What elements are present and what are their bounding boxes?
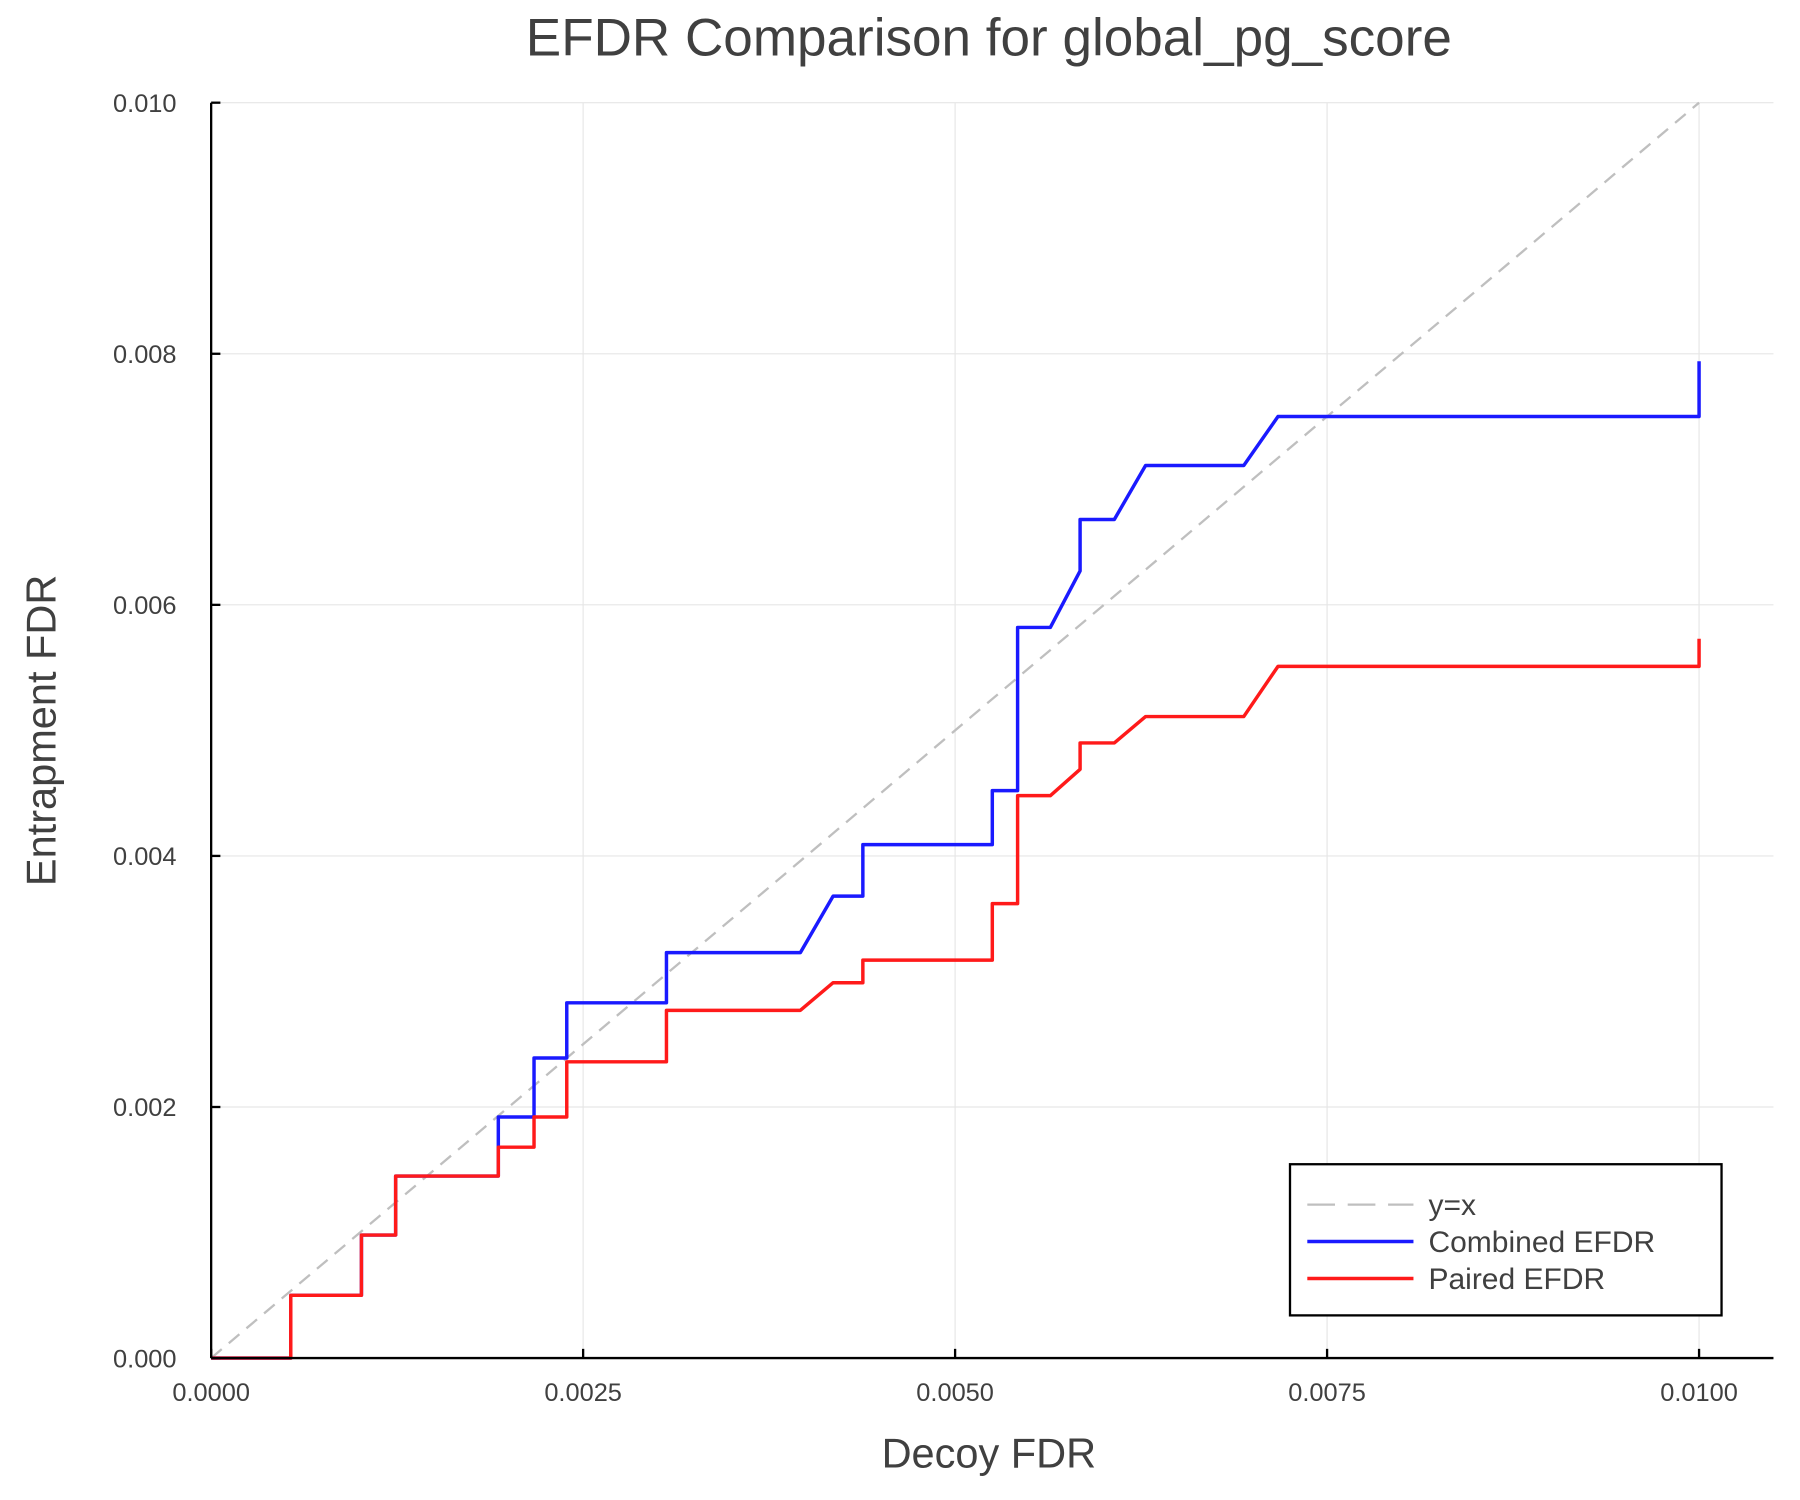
series-line-y-x [210, 101, 1700, 1359]
series-layer [210, 101, 1701, 1360]
y-tick-label: 0.010 [113, 90, 177, 118]
x-axis-label: Decoy FDR [882, 1430, 1097, 1477]
legend: y=x Combined EFDR Paired EFDR [1288, 1163, 1723, 1317]
x-tick-label: 0.0100 [1660, 1379, 1738, 1407]
y-axis-label: Entrapment FDR [17, 575, 64, 886]
x-tick-label: 0.0075 [1288, 1379, 1366, 1407]
y-tick-label: 0.000 [113, 1345, 177, 1373]
y-tick-label: 0.002 [113, 1094, 177, 1122]
y-tick-label: 0.004 [113, 843, 177, 871]
legend-label: y=x [1428, 1189, 1476, 1222]
legend-label: Paired EFDR [1428, 1263, 1605, 1296]
legend-label: Combined EFDR [1428, 1226, 1655, 1259]
y-tick-label: 0.006 [113, 592, 177, 620]
x-tick-label: 0.0000 [172, 1379, 250, 1407]
x-tick-label: 0.0025 [544, 1379, 622, 1407]
chart-title: EFDR Comparison for global_pg_score [526, 8, 1452, 67]
x-tick-label: 0.0050 [916, 1379, 994, 1407]
y-tick-label: 0.008 [113, 341, 177, 369]
series-line-paired-efdr [211, 638, 1701, 1360]
axes: 0.0000 0.0025 0.0050 0.0075 0.0100 0.000 0.002… [113, 90, 1774, 1407]
